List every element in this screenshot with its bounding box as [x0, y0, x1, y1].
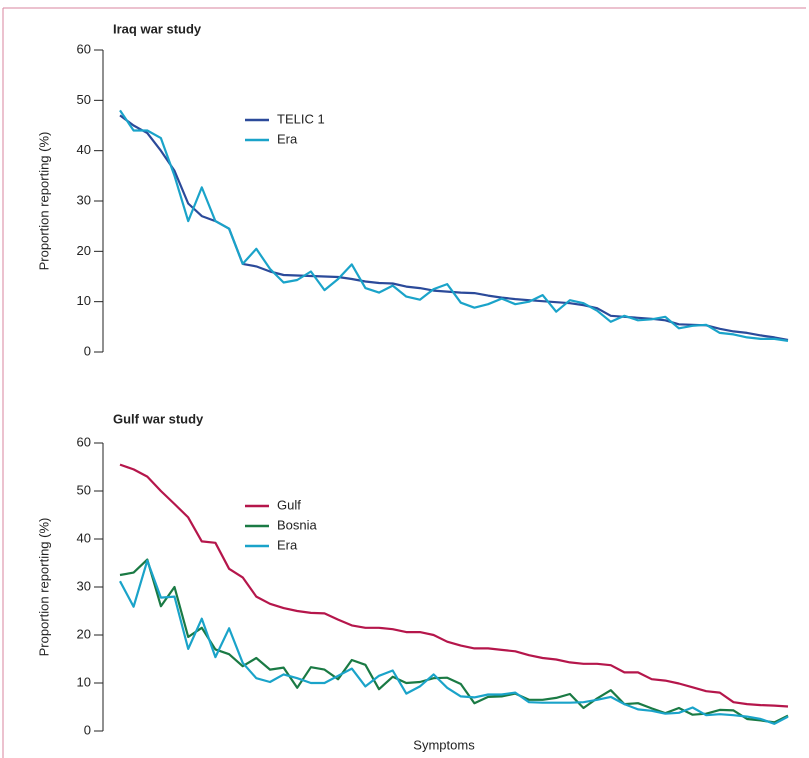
y-tick-label: 30	[77, 192, 91, 207]
series-line	[119, 559, 789, 725]
y-tick-label: 50	[77, 482, 91, 497]
series-line	[119, 558, 789, 724]
y-tick-label: 0	[84, 343, 91, 358]
legend-label: TELIC 1	[277, 111, 325, 126]
x-axis-label: Symptoms	[413, 737, 475, 752]
y-tick-label: 30	[77, 578, 91, 593]
y-tick-label: 60	[77, 434, 91, 449]
series-line	[119, 109, 789, 342]
y-tick-label: 60	[77, 41, 91, 56]
y-tick-label: 50	[77, 92, 91, 107]
y-tick-label: 40	[77, 530, 91, 545]
y-axis-label: Proportion reporting (%)	[36, 518, 51, 657]
y-tick-label: 0	[84, 722, 91, 737]
y-axis-label: Proportion reporting (%)	[36, 132, 51, 271]
series-line	[119, 463, 789, 708]
legend-label: Era	[277, 131, 298, 146]
legend-label: Bosnia	[277, 517, 318, 532]
y-tick-label: 10	[77, 674, 91, 689]
y-tick-label: 10	[77, 293, 91, 308]
y-tick-label: 40	[77, 142, 91, 157]
legend-label: Gulf	[277, 497, 301, 512]
legend-label: Era	[277, 537, 298, 552]
panel-title: Gulf war study	[113, 411, 204, 426]
y-tick-label: 20	[77, 626, 91, 641]
panel-title: Iraq war study	[113, 21, 202, 36]
series-line	[119, 114, 789, 341]
y-tick-label: 20	[77, 243, 91, 258]
